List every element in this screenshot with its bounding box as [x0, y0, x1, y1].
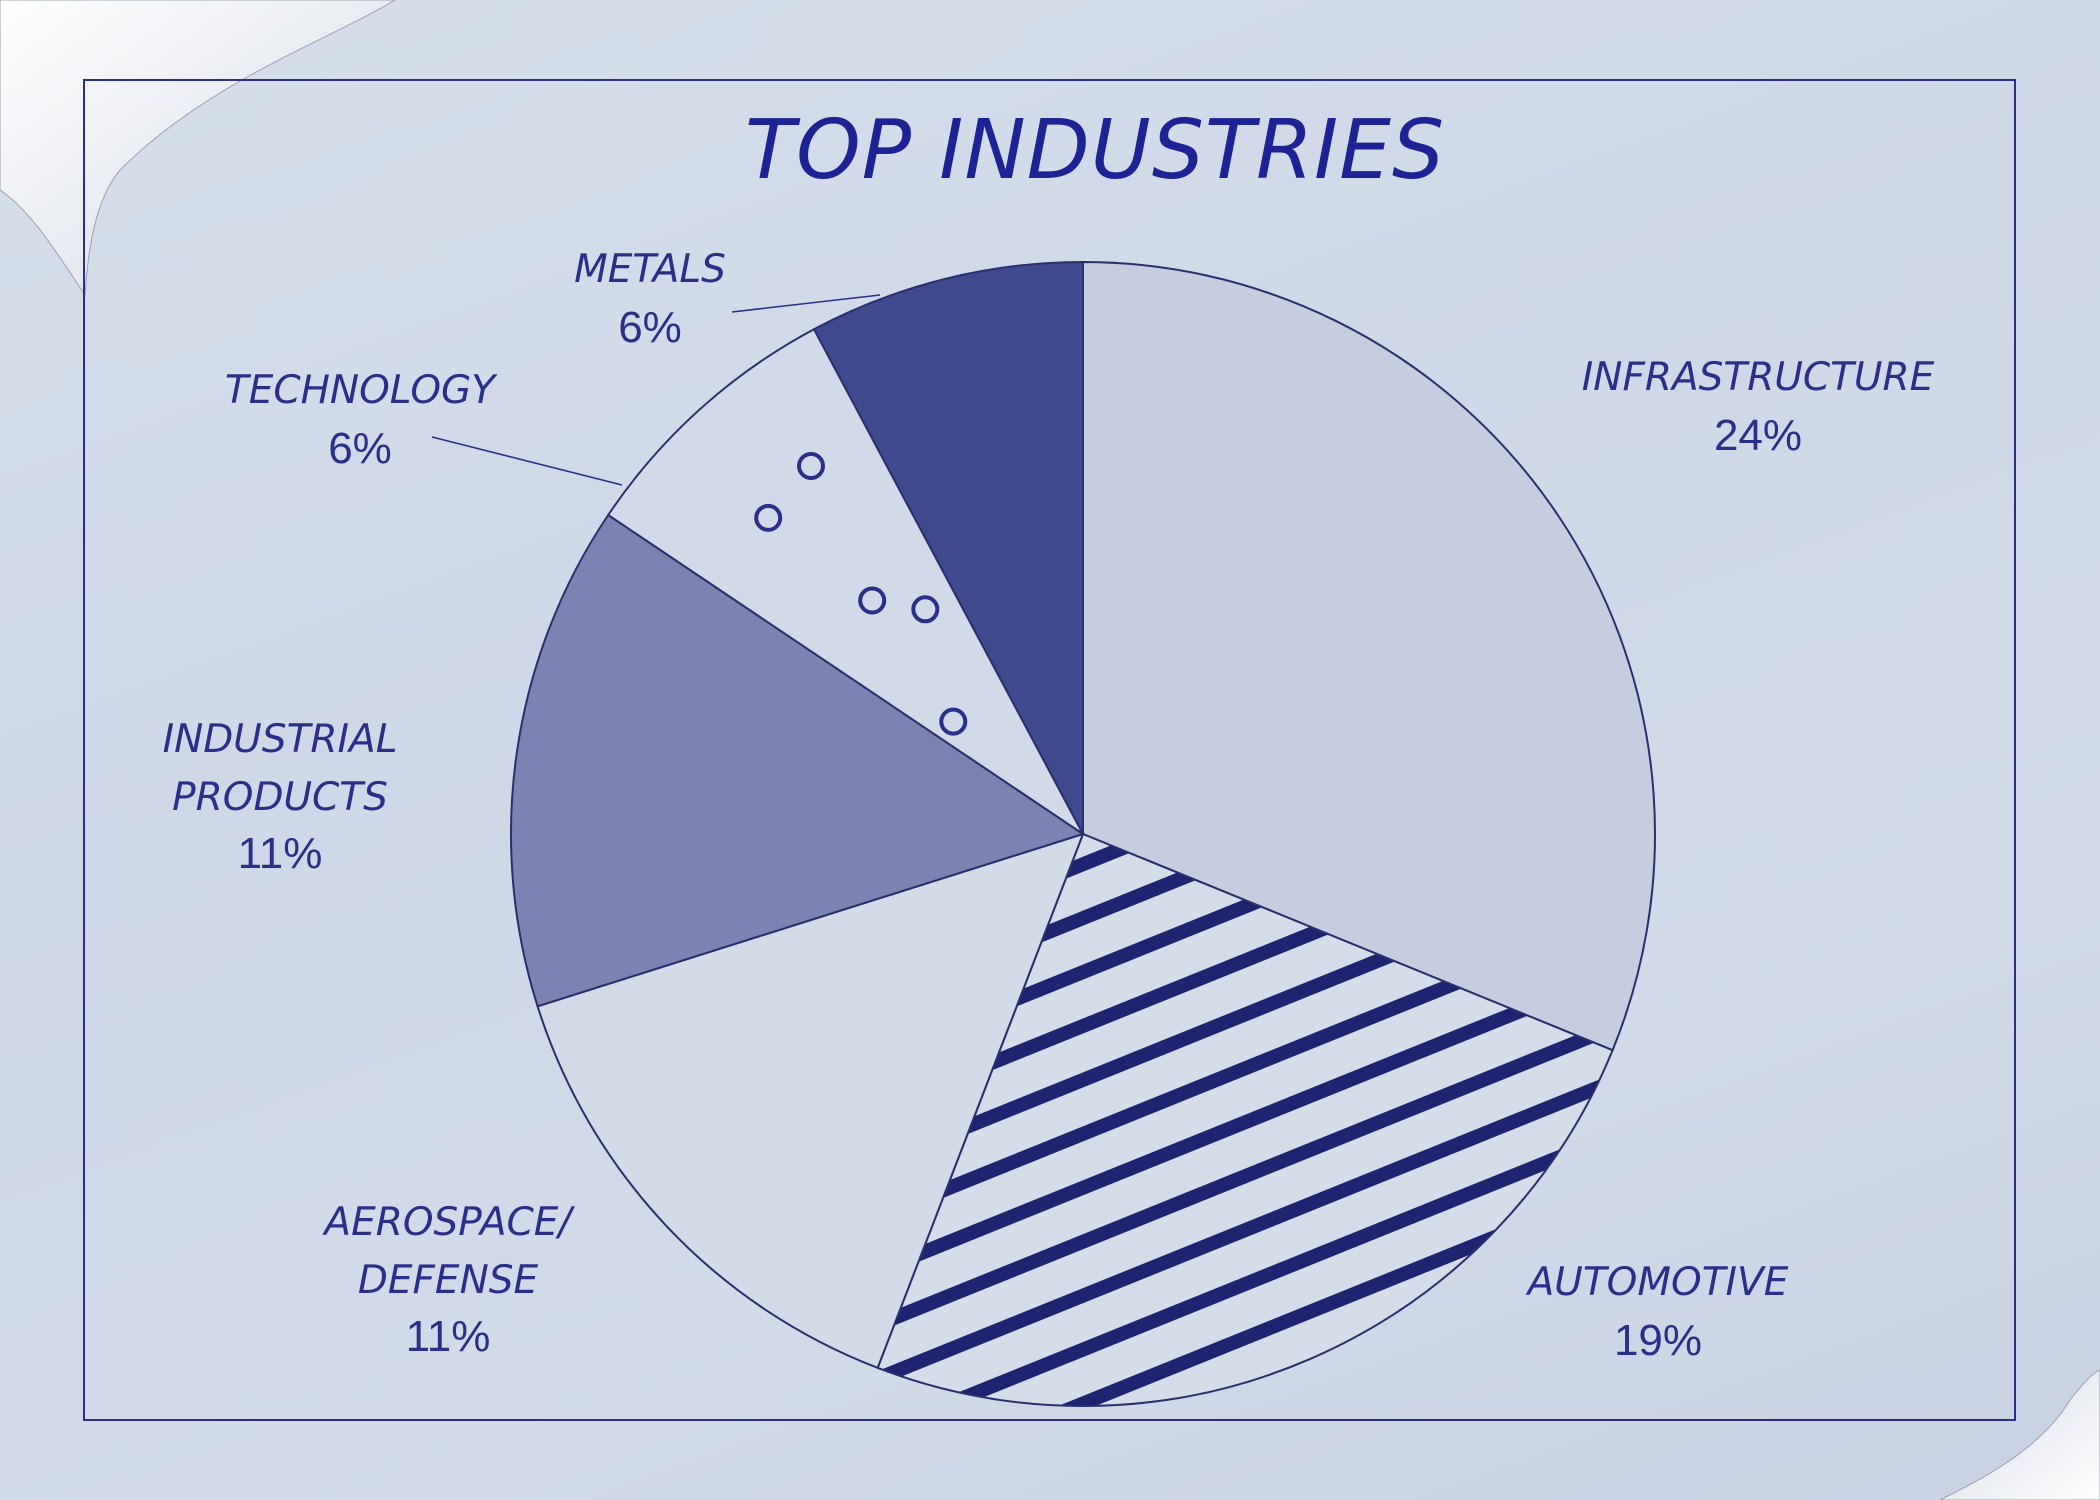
slice-value-infrastructure: 24% [1714, 411, 1802, 460]
pie-slice-automotive [876, 832, 1614, 1407]
page-curl-bottom-right [1939, 1369, 2100, 1500]
pattern-circle-2 [858, 586, 887, 615]
pie-slice-decorations [754, 452, 968, 736]
slice-label-industrial-products-line-1: INDUSTRIAL [163, 717, 398, 762]
pattern-circle-5 [797, 452, 825, 480]
pattern-circle-1 [939, 707, 968, 736]
slice-value-automotive: 19% [1614, 1316, 1702, 1365]
slice-label-automotive: AUTOMOTIVE [1525, 1260, 1789, 1305]
leader-line-technology [431, 436, 623, 486]
pie-slice-aerospace-defense [536, 832, 1085, 1370]
pie-slice-metals [812, 260, 1084, 835]
slice-value-metals: 6% [618, 303, 682, 352]
slice-label-aerospace-defense-line-2: DEFENSE [358, 1258, 539, 1303]
pie-slices [510, 260, 1656, 1407]
pattern-circle-4 [754, 503, 783, 532]
slice-value-industrial-products: 11% [238, 829, 323, 878]
slice-label-technology: TECHNOLOGY [225, 368, 498, 413]
pie-slice-infrastructure [1082, 260, 1656, 1052]
page-curl-top-left [0, 0, 396, 297]
pie-slice-industrial-products [510, 513, 1086, 1008]
chart-frame [83, 79, 2016, 1421]
slice-value-technology: 6% [328, 424, 392, 473]
leader-lines [431, 294, 881, 486]
slice-label-infrastructure: INFRASTRUCTURE [1582, 355, 1935, 400]
slice-label-metals: METALS [574, 247, 726, 292]
pie-slice-technology [606, 327, 1084, 835]
slice-label-industrial-products-line-2: PRODUCTS [172, 775, 388, 820]
pattern-circle-3 [911, 595, 940, 624]
leader-line-metals [731, 294, 881, 313]
slice-value-aerospace-defense: 11% [406, 1312, 491, 1361]
chart-title: TOP INDUSTRIES [745, 103, 1445, 198]
slice-label-aerospace-defense-line-1: AEROSPACE/ [321, 1200, 575, 1245]
slice-labels: INFRASTRUCTURE 24% AUTOMOTIVE 19% AEROSPACE/… [163, 247, 1935, 1365]
